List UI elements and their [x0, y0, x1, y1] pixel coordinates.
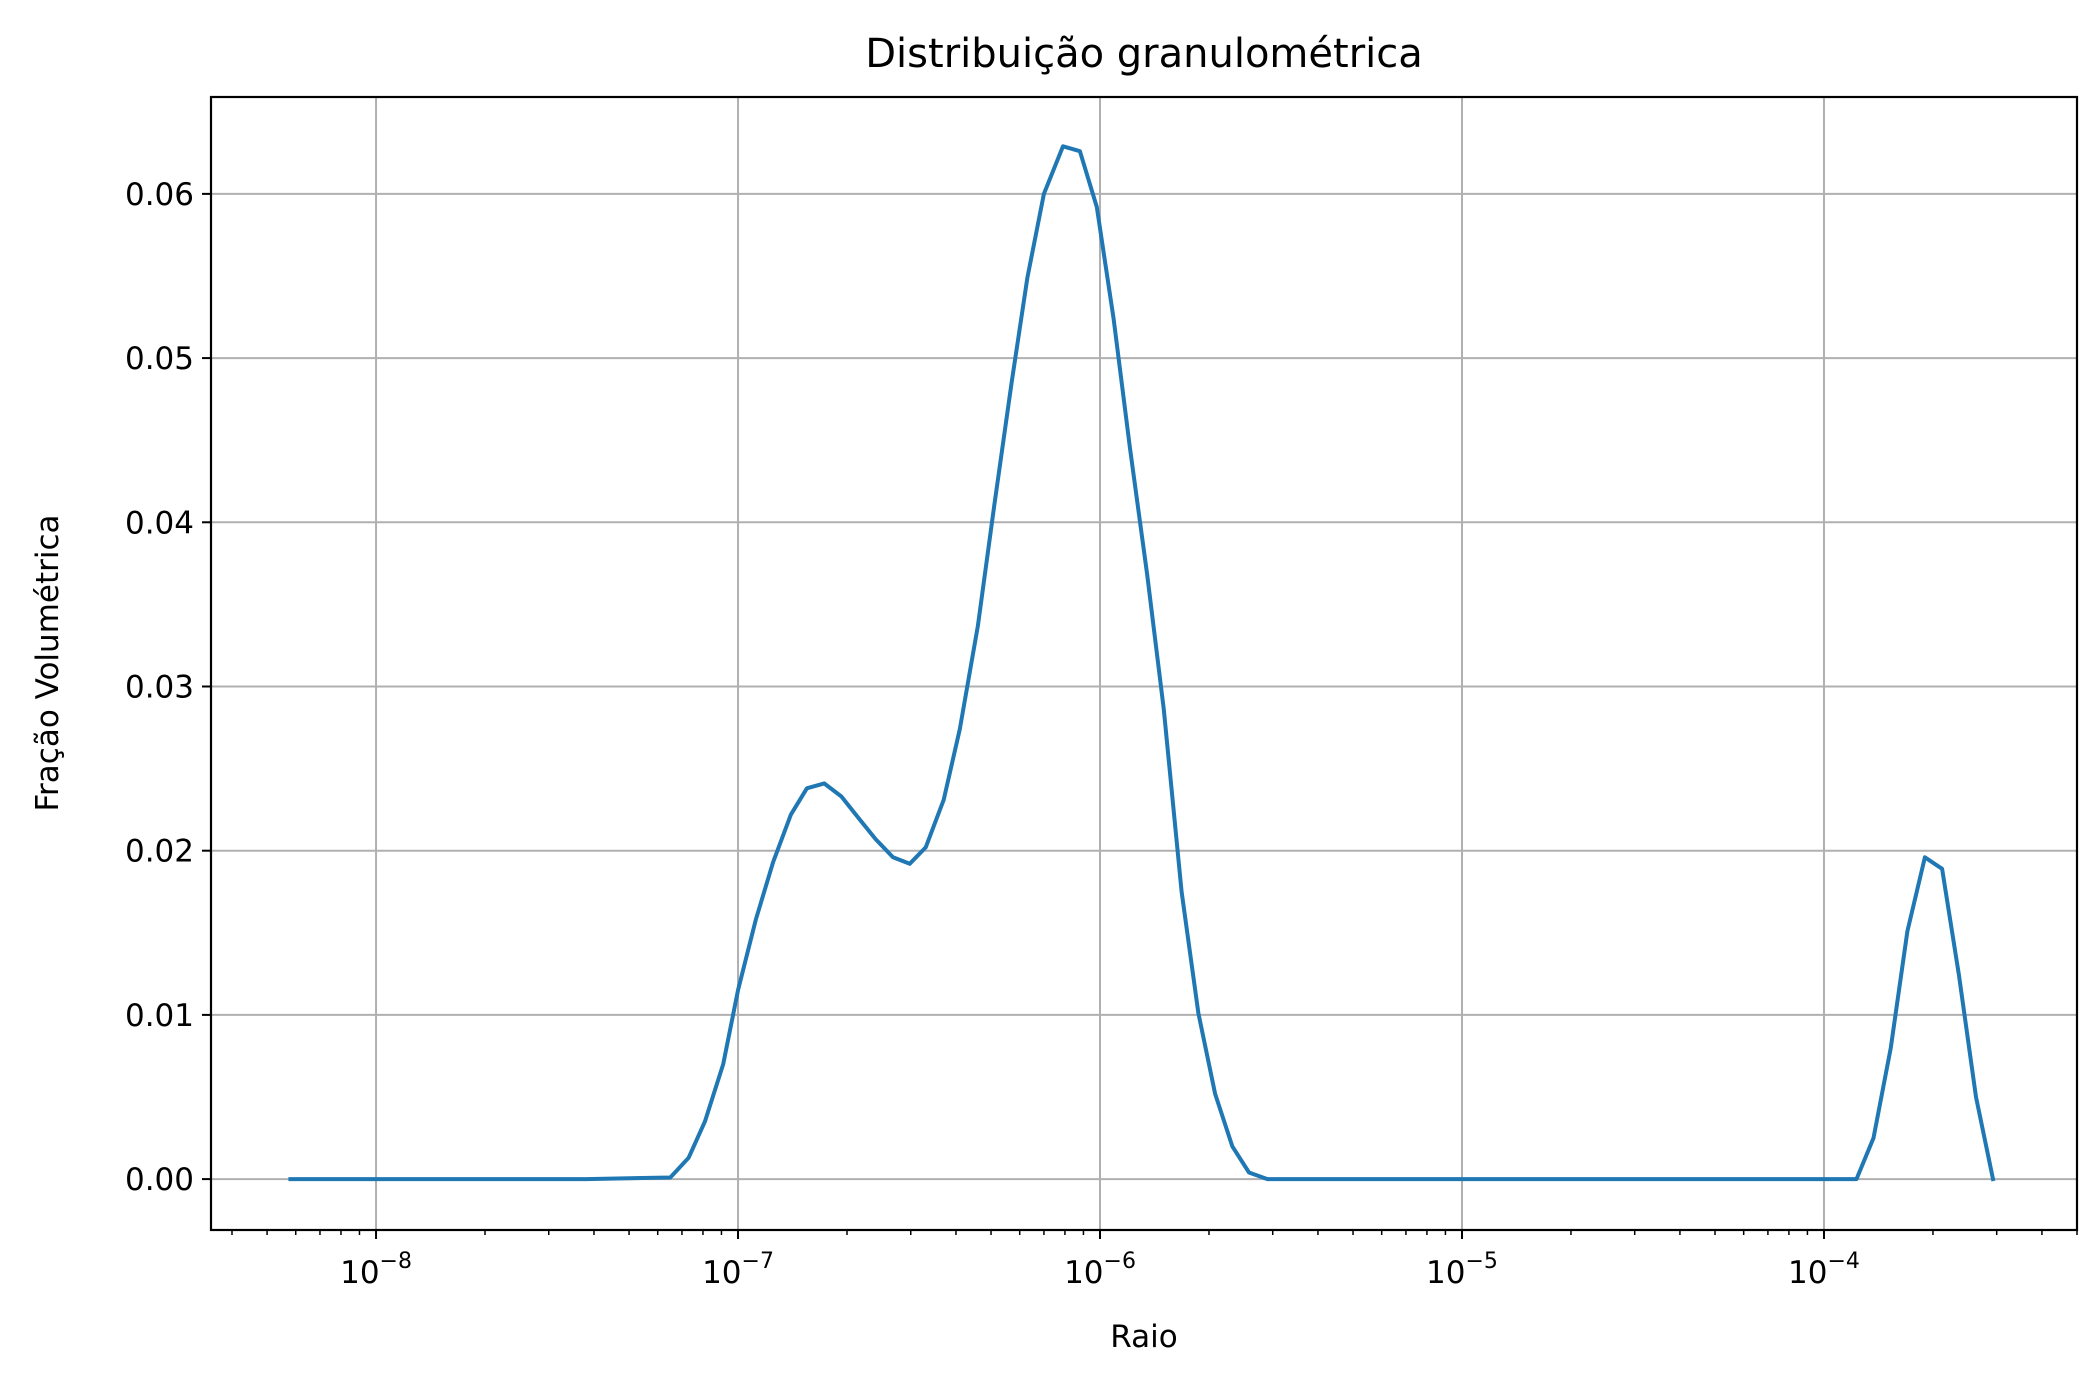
x-tick-label: 10−4	[1788, 1249, 1860, 1291]
y-tick-label: 0.02	[125, 834, 194, 870]
plot-area	[211, 97, 2077, 1230]
x-tick-label: 10−6	[1064, 1249, 1136, 1291]
y-tick-label: 0.01	[125, 998, 194, 1034]
data-series	[288, 144, 1996, 1182]
ticks	[202, 192, 2078, 1239]
series-line	[288, 144, 1996, 1182]
x-tick-label: 10−8	[340, 1249, 412, 1291]
grid	[211, 97, 2077, 1230]
tick-labels: 0.00 0.01 0.02 0.03 0.04 0.05 0.06 10−8 10−7 10−6…	[125, 177, 1860, 1291]
y-tick-label: 0.06	[125, 177, 194, 213]
y-tick-label: 0.03	[125, 669, 194, 705]
chart-title: Distribuição granulométrica	[865, 31, 1423, 77]
axes-frame	[209, 95, 2079, 1232]
x-tick-label: 10−5	[1426, 1249, 1498, 1291]
y-tick-label: 0.00	[125, 1162, 194, 1198]
y-tick-label: 0.04	[125, 505, 194, 541]
y-tick-label: 0.05	[125, 341, 194, 377]
x-axis-label: Raio	[1110, 1319, 1177, 1355]
x-tick-label: 10−7	[702, 1249, 774, 1291]
y-axis-label: Fração Volumétrica	[30, 514, 66, 811]
